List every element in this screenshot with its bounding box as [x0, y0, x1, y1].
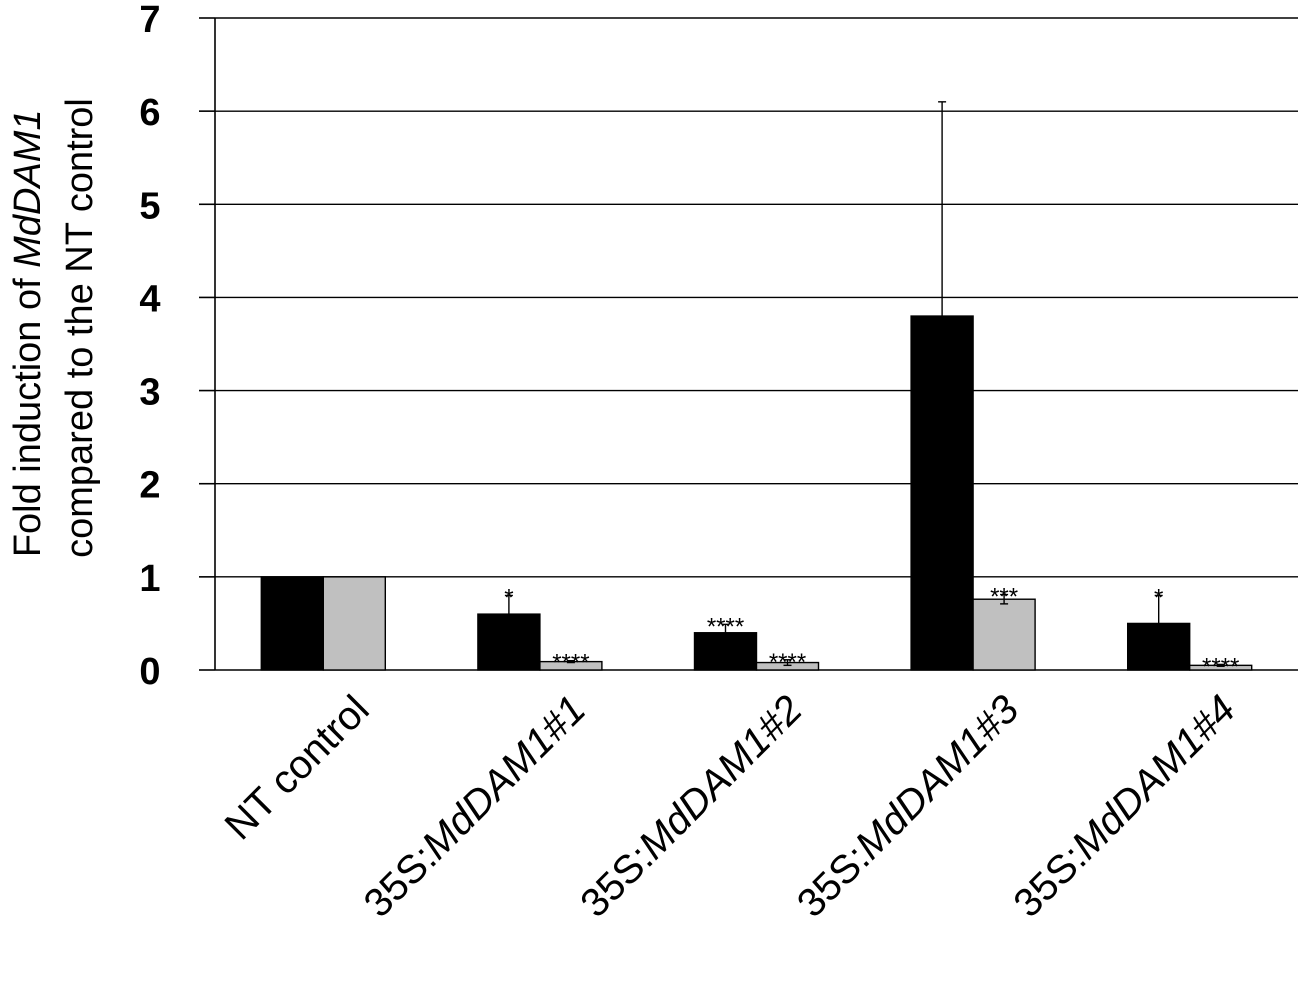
x-tick-label-line-name: MdDAM1#2: [630, 687, 810, 867]
gridlines: [215, 17, 1298, 578]
y-axis-label-line2: compared to the NT control: [59, 98, 101, 558]
y-tick-label: 2: [139, 465, 160, 507]
y-tick-label: 6: [139, 92, 160, 134]
axes: [199, 17, 1298, 671]
error-bars: [504, 101, 1225, 667]
significance-mark: ****: [707, 613, 744, 640]
x-tick-label: NT control: [217, 687, 378, 848]
significance-mark: ****: [769, 649, 806, 676]
bar-series-1: [260, 576, 324, 671]
y-axis-label-prefix: Fold induction of: [7, 268, 49, 557]
y-tick-label: 4: [139, 278, 160, 320]
bar-series-2: [972, 598, 1036, 671]
significance-mark: ****: [1202, 653, 1239, 680]
x-tick-label-line-name: MdDAM1#3: [847, 687, 1027, 867]
x-tick-label: 35S:MdDAM1#2: [572, 687, 811, 926]
significance-mark: *: [1154, 584, 1163, 611]
x-tick-label-line-name: MdDAM1#1: [414, 687, 594, 867]
y-axis-label-gene: MdDAM1: [7, 109, 49, 267]
x-tick-label: 35S:MdDAM1#3: [789, 687, 1028, 926]
significance-marks: ********** ***********: [504, 584, 1239, 681]
x-tick-label: 35S:MdDAM1#1: [356, 687, 595, 926]
y-tick-label: 3: [139, 372, 160, 414]
significance-mark: ***: [990, 584, 1018, 611]
x-tick-label-prefix: NT control: [217, 687, 378, 848]
bar-series-1: [477, 613, 541, 671]
y-tick-label: 0: [139, 651, 160, 693]
y-tick-labels: 0 1 2 3 4 5 6 7: [139, 0, 160, 693]
significance-mark: *: [504, 584, 513, 611]
y-tick-label: 1: [139, 558, 160, 600]
x-tick-label-line-name: MdDAM1#4: [1064, 687, 1244, 867]
y-tick-label: 5: [139, 185, 160, 227]
x-tick-label: 35S:MdDAM1#4: [1005, 687, 1244, 926]
bar-series-1: [1126, 622, 1191, 671]
y-tick-label: 7: [139, 0, 160, 41]
bar-series-2: [322, 576, 386, 671]
significance-mark: ****: [552, 650, 589, 677]
bar-series-1: [910, 315, 974, 671]
bar-series-1: [693, 632, 758, 671]
bars: [260, 315, 1253, 671]
x-tick-labels: NT control35S:MdDAM1#135S:MdDAM1#235S:Md…: [217, 687, 1244, 926]
y-axis-label: Fold induction of MdDAM1 compared to the…: [7, 98, 101, 558]
